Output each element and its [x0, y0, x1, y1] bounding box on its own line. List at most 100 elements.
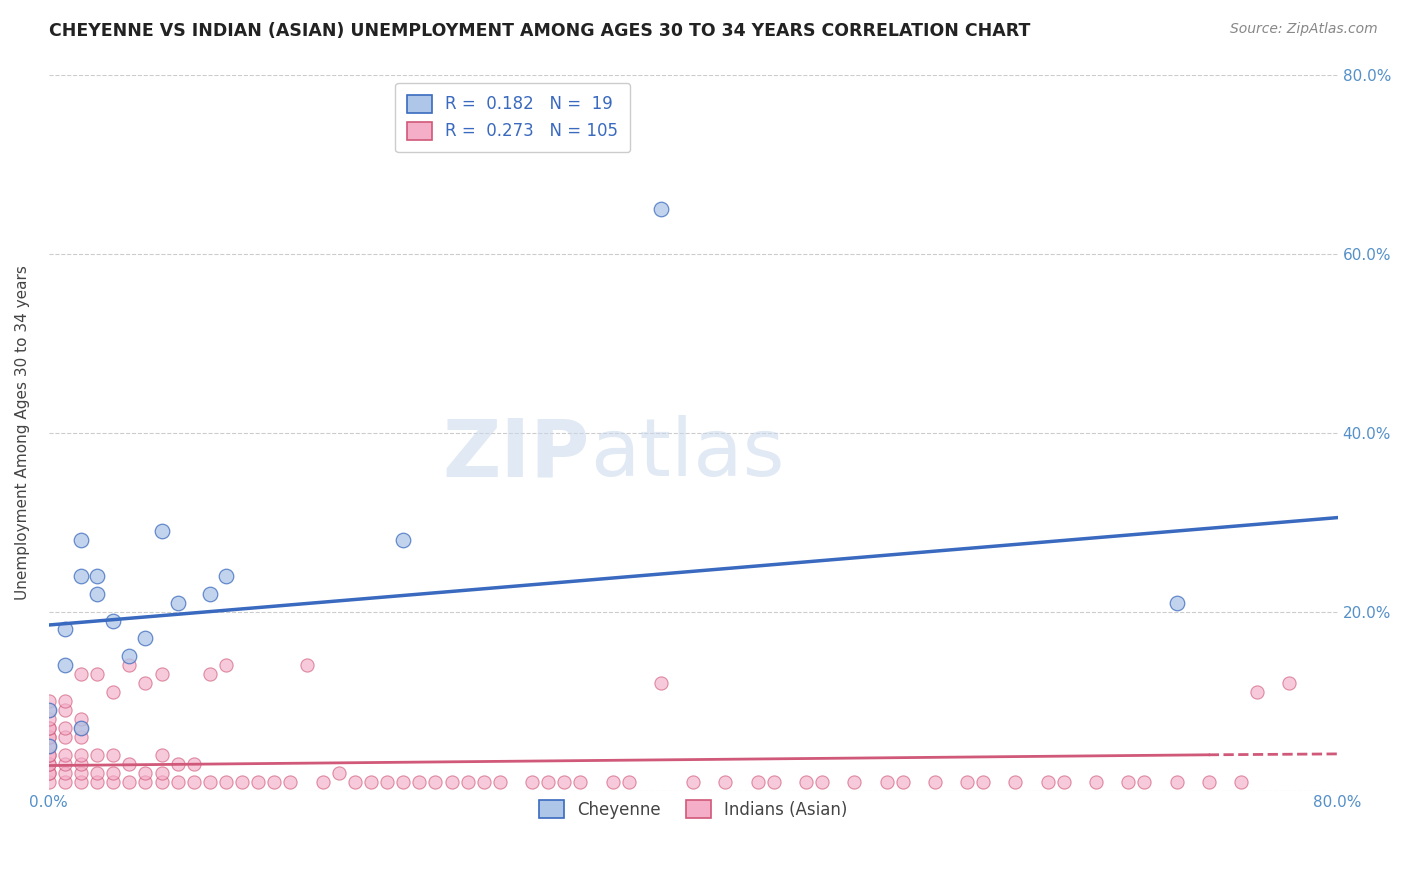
Point [70, 721, 93, 735]
Point [166, 596, 188, 610]
Point [70, 721, 93, 735]
Point [602, 774, 624, 789]
Point [38, 739, 60, 753]
Point [280, 774, 302, 789]
Point [38, 739, 60, 753]
Point [343, 774, 366, 789]
Point [118, 774, 141, 789]
Point [38, 703, 60, 717]
Point [553, 774, 575, 789]
Point [53, 623, 76, 637]
Point [86, 774, 108, 789]
Point [150, 667, 173, 681]
Point [38, 694, 60, 708]
Point [392, 774, 415, 789]
Point [150, 774, 173, 789]
Point [38, 756, 60, 771]
Point [231, 774, 253, 789]
Text: ZIP: ZIP [443, 415, 591, 493]
Point [103, 614, 125, 628]
Point [150, 524, 173, 538]
Point [86, 747, 108, 762]
Point [38, 703, 60, 717]
Text: CHEYENNE VS INDIAN (ASIAN) UNEMPLOYMENT AMONG AGES 30 TO 34 YEARS CORRELATION CH: CHEYENNE VS INDIAN (ASIAN) UNEMPLOYMENT … [49, 22, 1031, 40]
Point [489, 774, 512, 789]
Point [198, 667, 221, 681]
Point [263, 774, 285, 789]
Point [38, 721, 60, 735]
Point [38, 747, 60, 762]
Point [38, 712, 60, 726]
Point [86, 587, 108, 601]
Point [520, 774, 543, 789]
Point [38, 739, 60, 753]
Y-axis label: Unemployment Among Ages 30 to 34 years: Unemployment Among Ages 30 to 34 years [15, 265, 30, 600]
Point [537, 774, 560, 789]
Point [53, 703, 76, 717]
Point [103, 774, 125, 789]
Point [53, 658, 76, 673]
Point [1166, 774, 1188, 789]
Point [103, 747, 125, 762]
Point [134, 632, 156, 646]
Point [425, 774, 447, 789]
Point [118, 649, 141, 664]
Point [198, 774, 221, 789]
Text: Source: ZipAtlas.com: Source: ZipAtlas.com [1230, 22, 1378, 37]
Legend: Cheyenne, Indians (Asian): Cheyenne, Indians (Asian) [533, 793, 855, 825]
Point [328, 765, 350, 780]
Point [747, 774, 769, 789]
Point [215, 658, 238, 673]
Point [38, 756, 60, 771]
Point [392, 533, 415, 547]
Point [166, 756, 188, 771]
Point [1246, 685, 1268, 699]
Point [103, 685, 125, 699]
Point [53, 756, 76, 771]
Point [38, 774, 60, 789]
Point [38, 765, 60, 780]
Point [972, 774, 994, 789]
Point [1084, 774, 1107, 789]
Point [472, 774, 495, 789]
Point [844, 774, 866, 789]
Point [53, 721, 76, 735]
Point [1278, 676, 1301, 690]
Point [38, 730, 60, 744]
Point [134, 765, 156, 780]
Point [53, 694, 76, 708]
Point [118, 658, 141, 673]
Point [70, 774, 93, 789]
Point [70, 533, 93, 547]
Point [183, 774, 205, 789]
Point [70, 765, 93, 780]
Point [86, 568, 108, 582]
Point [924, 774, 946, 789]
Point [1166, 596, 1188, 610]
Point [1036, 774, 1059, 789]
Point [53, 765, 76, 780]
Point [650, 202, 672, 216]
Point [53, 747, 76, 762]
Point [375, 774, 398, 789]
Point [183, 756, 205, 771]
Point [360, 774, 382, 789]
Point [70, 568, 93, 582]
Point [1198, 774, 1220, 789]
Point [891, 774, 914, 789]
Point [103, 765, 125, 780]
Point [38, 721, 60, 735]
Point [38, 747, 60, 762]
Point [1053, 774, 1076, 789]
Point [134, 774, 156, 789]
Point [311, 774, 333, 789]
Point [876, 774, 898, 789]
Point [70, 730, 93, 744]
Point [38, 765, 60, 780]
Point [70, 756, 93, 771]
Point [38, 730, 60, 744]
Point [86, 667, 108, 681]
Text: atlas: atlas [591, 415, 785, 493]
Point [650, 676, 672, 690]
Point [118, 756, 141, 771]
